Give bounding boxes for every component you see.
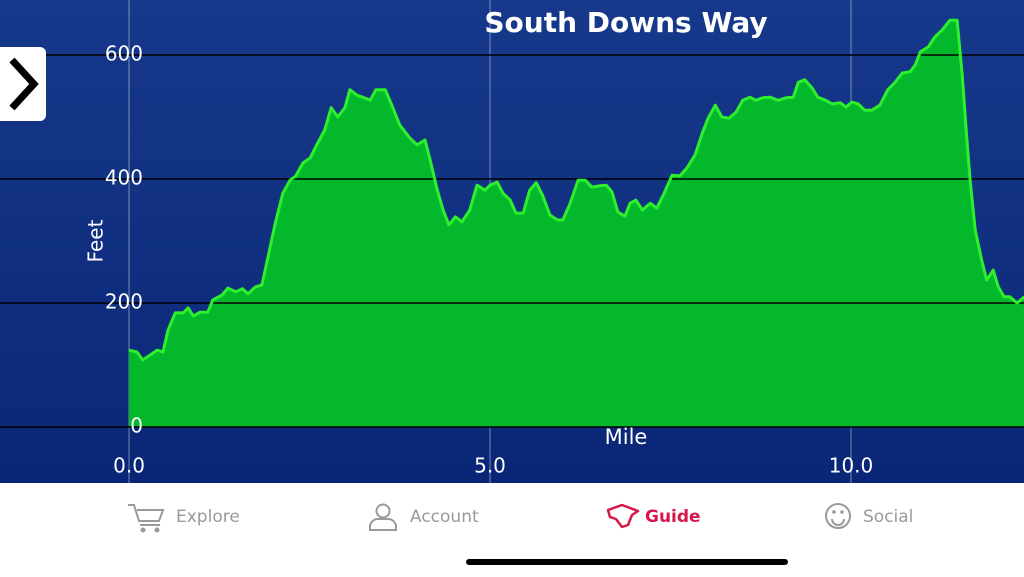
tab-label[interactable]: Account: [410, 507, 479, 527]
smiley-mouth: [831, 518, 845, 526]
tabs: Explore Account Guide Social: [128, 503, 913, 533]
smiley-eye: [840, 510, 844, 514]
y-tick-label: 200: [105, 290, 143, 314]
chart-title: South Downs Way: [484, 6, 767, 39]
tab-explore[interactable]: Explore: [128, 504, 240, 533]
cart-wheel: [154, 527, 160, 533]
tab-account[interactable]: Account: [369, 503, 479, 531]
x-tick-label: 0.0: [113, 454, 145, 478]
y-tick-label: 0: [130, 414, 143, 438]
home-indicator: [466, 559, 788, 565]
y-tick-label: 400: [105, 166, 143, 190]
cart-wheel: [140, 527, 146, 533]
guide-icon: [606, 503, 640, 529]
line: [128, 18, 1024, 362]
tab-label[interactable]: Explore: [176, 507, 240, 527]
area: [129, 20, 1024, 428]
plot: [0, 18, 1024, 428]
chevron-icon: [9, 57, 39, 111]
cart-icon: [128, 504, 165, 526]
x-tick-label: 10.0: [829, 454, 874, 478]
tab-social[interactable]: Social: [825, 503, 913, 529]
smiley-eye: [832, 510, 836, 514]
tab-label[interactable]: Social: [863, 507, 913, 527]
x-axis-label: Mile: [605, 425, 648, 449]
y-axis-label: Feet: [84, 219, 108, 262]
person-body: [369, 517, 397, 531]
tab-guide[interactable]: Guide: [606, 503, 701, 529]
person-icon: [375, 503, 391, 519]
smiley-icon: [825, 503, 851, 529]
toggle-button[interactable]: [0, 47, 46, 121]
sidebar-toggle[interactable]: [0, 47, 46, 121]
x-tick-label: 5.0: [474, 454, 506, 478]
y-tick-label: 600: [105, 41, 143, 65]
tab-label[interactable]: Guide: [645, 507, 701, 527]
